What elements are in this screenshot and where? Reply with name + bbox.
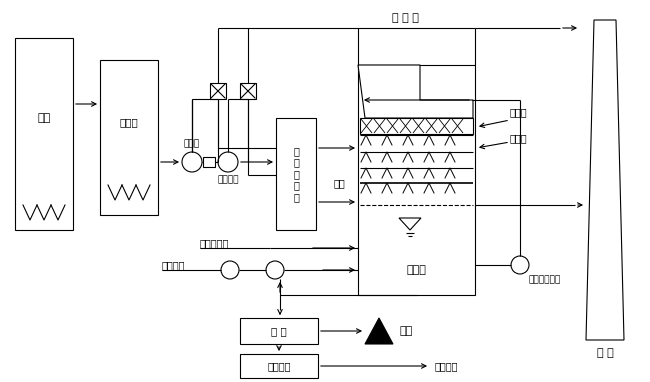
Bar: [240, 354, 318, 378]
Circle shape: [182, 152, 202, 172]
Text: 烟
气
换
热
器: 烟 气 换 热 器: [293, 146, 299, 202]
Text: 锅炉: 锅炉: [38, 113, 51, 123]
Bar: [100, 60, 158, 215]
Bar: [15, 38, 73, 230]
Bar: [360, 118, 473, 134]
Text: 石膏: 石膏: [400, 326, 413, 336]
Bar: [276, 118, 316, 230]
Text: 托盘: 托盘: [333, 178, 345, 188]
Text: 吸收塔: 吸收塔: [406, 265, 426, 275]
Bar: [240, 318, 318, 344]
Text: 增压风机: 增压风机: [217, 175, 239, 185]
Text: 除雾器: 除雾器: [510, 107, 528, 117]
Polygon shape: [365, 318, 393, 344]
Bar: [358, 65, 475, 295]
Text: 废水处理: 废水处理: [267, 361, 291, 371]
Text: 喷淋层: 喷淋层: [510, 133, 528, 143]
Text: 引风机: 引风机: [184, 139, 200, 149]
Text: 烟 囱: 烟 囱: [597, 348, 614, 358]
Text: 净 烟 气: 净 烟 气: [391, 13, 419, 23]
Bar: [203, 157, 215, 167]
Text: 脱 水: 脱 水: [271, 326, 287, 336]
Text: 氧化空气: 氧化空气: [162, 260, 185, 270]
Circle shape: [511, 256, 529, 274]
Polygon shape: [586, 20, 624, 340]
Bar: [210, 83, 226, 99]
Circle shape: [218, 152, 238, 172]
Circle shape: [266, 261, 284, 279]
Text: 除雾气冲洗水: 除雾气冲洗水: [529, 275, 561, 285]
Polygon shape: [399, 218, 421, 230]
Polygon shape: [358, 65, 473, 118]
Circle shape: [221, 261, 239, 279]
Text: 石灰石浆液: 石灰石浆液: [200, 238, 229, 248]
Text: 除尘器: 除尘器: [120, 118, 138, 128]
Bar: [240, 83, 256, 99]
Text: 净化废水: 净化废水: [435, 361, 458, 371]
